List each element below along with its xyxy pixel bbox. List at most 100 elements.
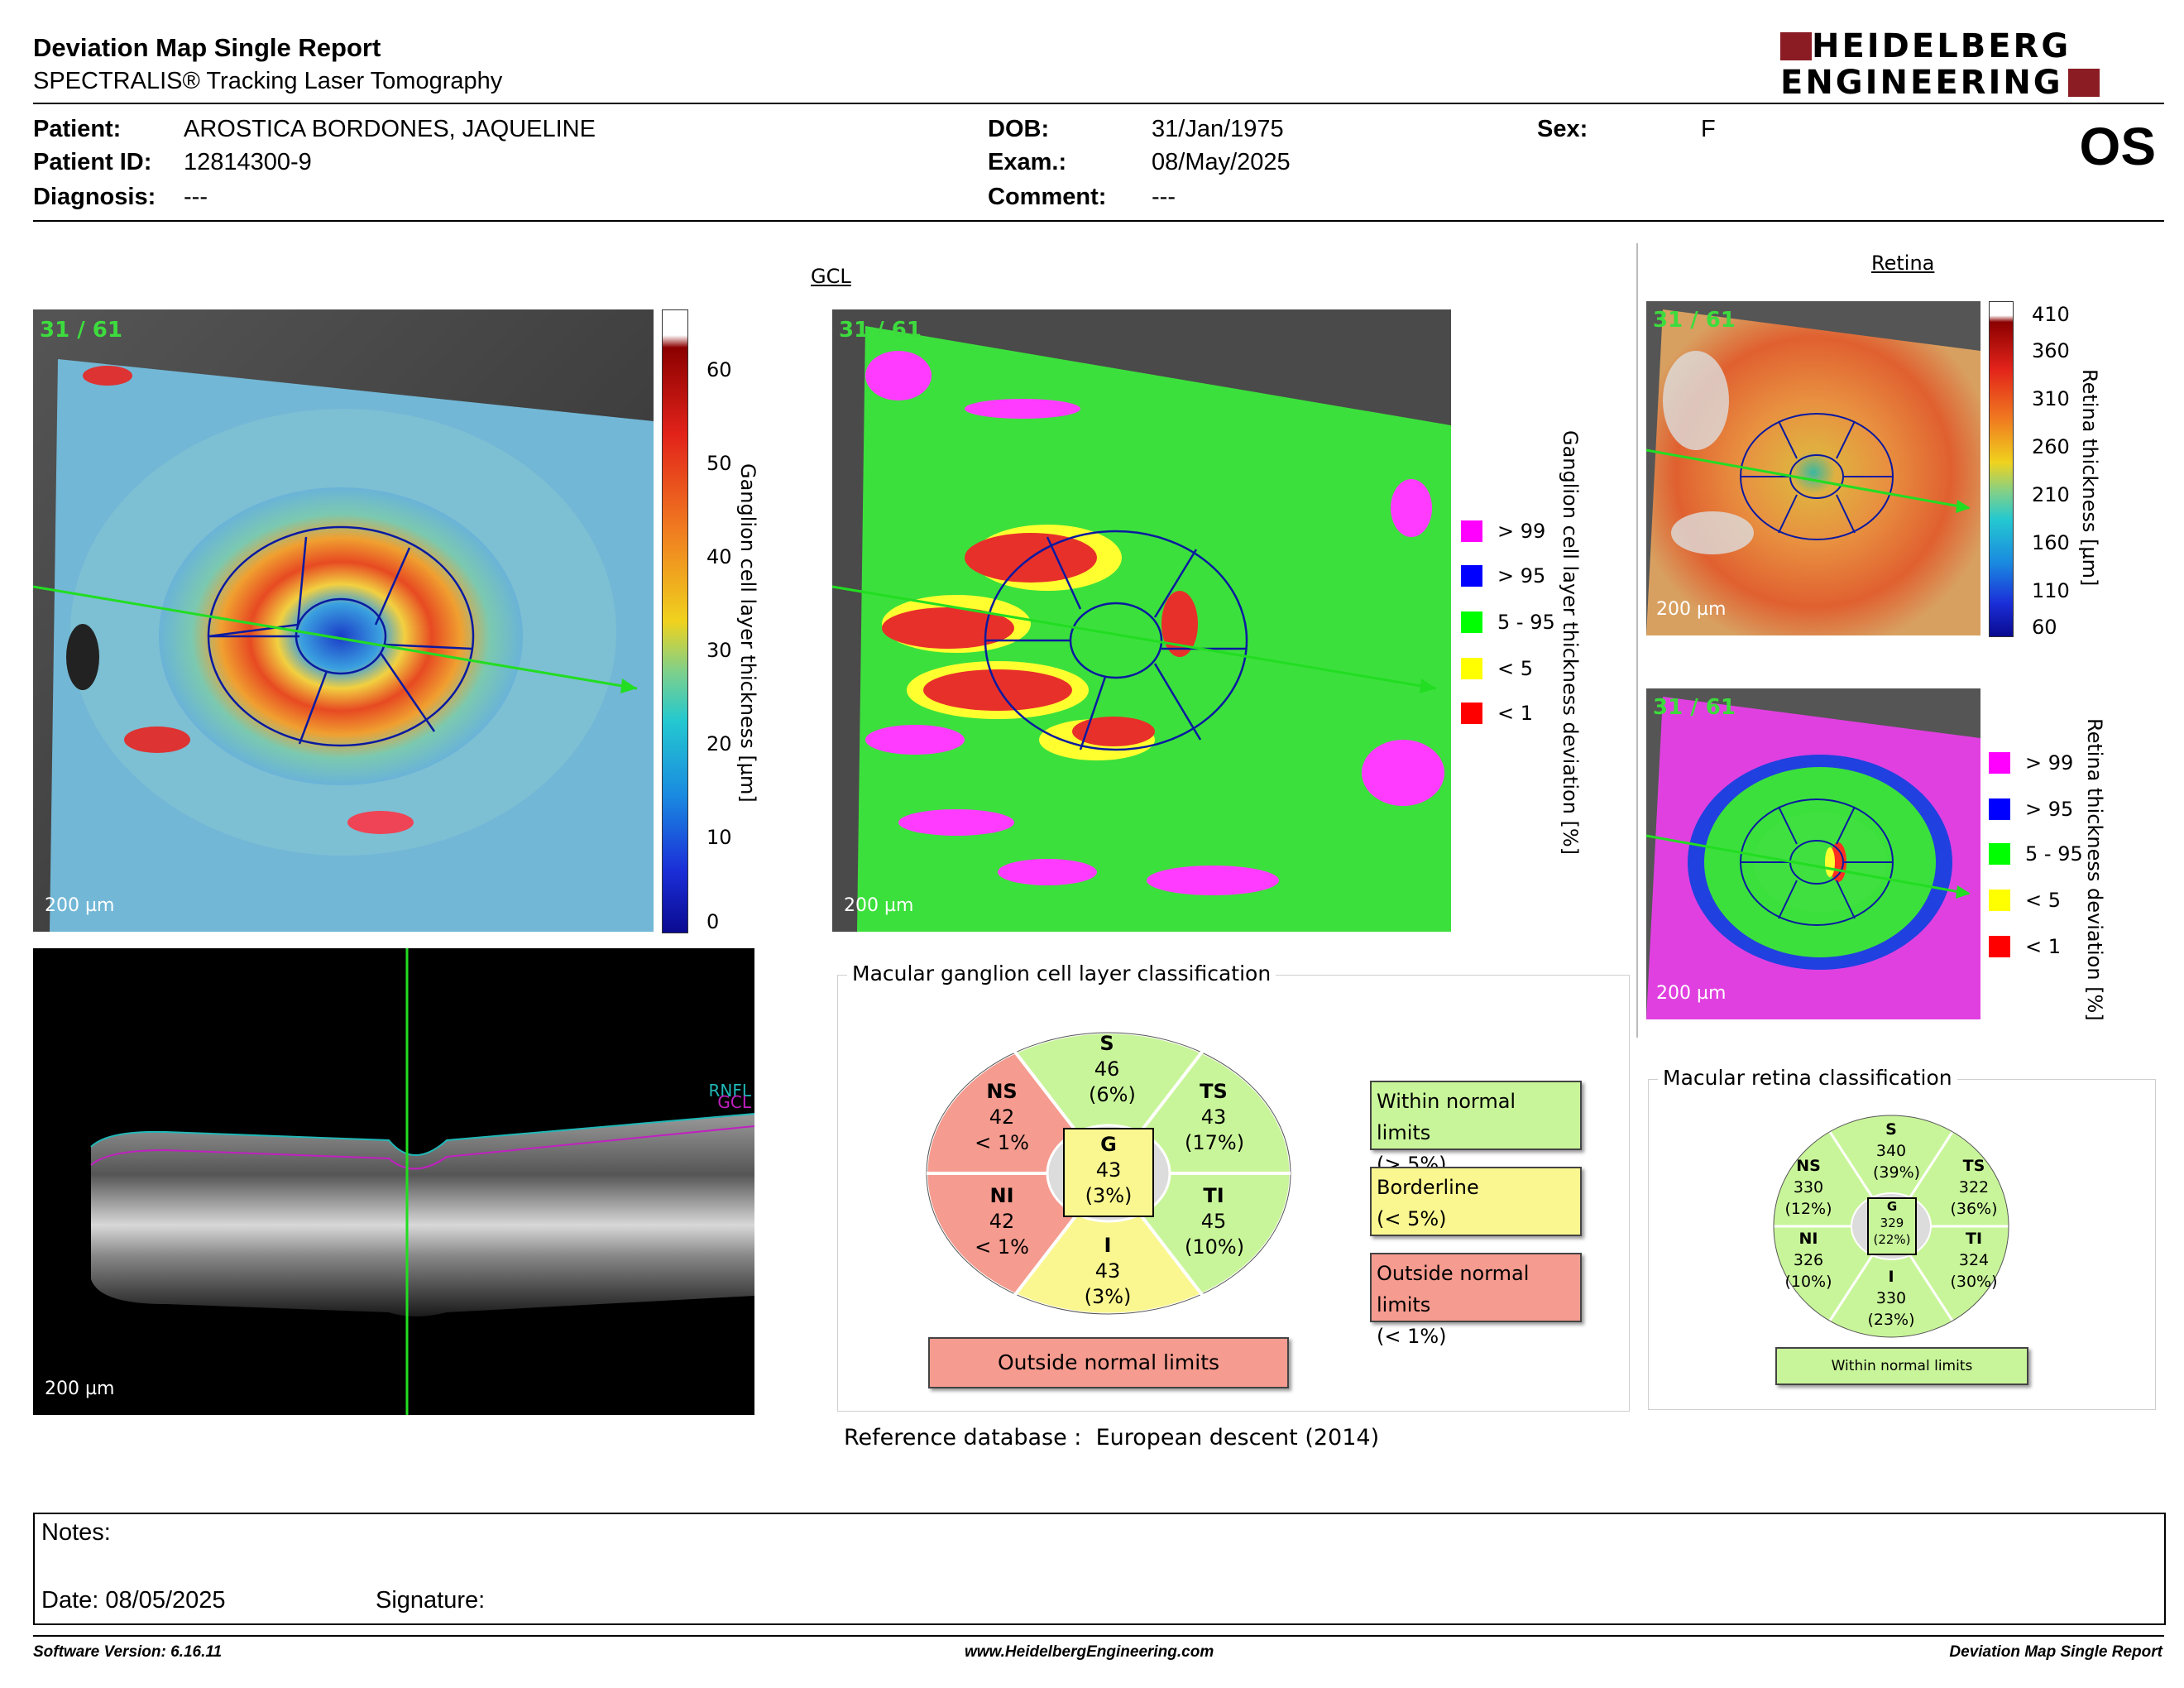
- retina-tick: 60: [2032, 616, 2057, 639]
- report-title: Deviation Map Single Report: [33, 33, 381, 62]
- sex-label: Sex:: [1537, 116, 1588, 142]
- gcl-tick: 10: [706, 826, 732, 849]
- software-version: Software Version: 6.16.11: [33, 1643, 223, 1661]
- gcl-tick: 40: [706, 545, 732, 568]
- gcl-legend-item: > 99: [1461, 520, 1545, 543]
- gcl-legend-outside: Outside normal limits (< 1%): [1370, 1253, 1582, 1348]
- gcl-result-box: Outside normal limits: [928, 1337, 1289, 1388]
- legend-swatch: [1461, 520, 1482, 542]
- diagnosis-label: Diagnosis:: [33, 184, 156, 210]
- gcl-legend-item: > 95: [1461, 564, 1545, 587]
- retina-tick: 110: [2032, 579, 2070, 602]
- gcl-dev-scale-bar: 200 µm: [844, 895, 914, 916]
- retina-sector-ni: NI 326 (10%): [1784, 1230, 1832, 1291]
- retina-legend-item: > 99: [1989, 751, 2073, 774]
- retina-sector-chart: [1773, 1115, 2009, 1338]
- retina-legend-item: < 5: [1989, 889, 2061, 912]
- date-label: Date: 08/05/2025: [41, 1587, 226, 1614]
- gcl-legend-normal: Within normal limits (> 5%): [1370, 1081, 1582, 1176]
- gcl-legend-borderline: Borderline (< 5%): [1370, 1167, 1582, 1236]
- retina-legend-item: < 1: [1989, 935, 2061, 958]
- gcl-deviation-axis-title: Ganglion cell layer thickness deviation …: [1559, 430, 1582, 856]
- retina-legend-item: > 95: [1989, 798, 2073, 821]
- report-subtitle: SPECTRALIS® Tracking Laser Tomography: [33, 68, 503, 94]
- legend-swatch: [1461, 703, 1482, 724]
- comment-value: ---: [1152, 184, 1176, 210]
- legend-label: > 99: [2025, 751, 2074, 774]
- legend-swatch: [1989, 798, 2010, 820]
- retina-tick: 360: [2032, 339, 2070, 362]
- gcl-sector-ts: TS 43 (17%): [1185, 1080, 1245, 1154]
- legend-label: 5 - 95: [2025, 842, 2083, 866]
- reference-database: Reference database : European descent (2…: [844, 1425, 1380, 1451]
- gcl-scan-label: 31 / 61: [40, 318, 122, 343]
- retina-deviation-axis-title: Retina thickness deviation [%]: [2083, 718, 2106, 1021]
- patient-divider: [33, 220, 2164, 222]
- website-link[interactable]: www.HeidelbergEngineering.com: [965, 1643, 1214, 1661]
- dob-label: DOB:: [988, 116, 1050, 142]
- retina-classification-title: Macular retina classification: [1658, 1066, 1957, 1090]
- legend-swatch: [1461, 658, 1482, 679]
- diagnosis-value: ---: [184, 184, 208, 210]
- gcl-tick: 20: [706, 732, 732, 755]
- retina-sector-ns: NS 330 (12%): [1784, 1157, 1832, 1218]
- logo-line1: HEIDELBERG: [1812, 27, 2071, 65]
- retina-sector-s: S 340 (39%): [1873, 1120, 1921, 1182]
- eye-indicator: OS: [2079, 117, 2156, 176]
- section-divider: [1636, 243, 1638, 1038]
- retina-dev-scale-bar: 200 µm: [1656, 983, 1727, 1004]
- retina-sector-i: I 330 (23%): [1867, 1268, 1915, 1329]
- gcl-sector-ti: TI 45 (10%): [1185, 1184, 1245, 1259]
- gcl-tick: 0: [706, 910, 720, 933]
- retina-section-title: Retina: [1871, 252, 1935, 275]
- dob-value: 31/Jan/1975: [1152, 116, 1284, 142]
- gcl-sector-ns: NS 42 < 1%: [975, 1080, 1029, 1154]
- retina-thickness-axis-title: Retina thickness [µm]: [2078, 369, 2101, 587]
- signature-label: Signature:: [376, 1587, 486, 1614]
- patient-label: Patient:: [33, 116, 122, 142]
- gcl-sector-s: S 46 (6%): [1089, 1032, 1136, 1106]
- retina-sector-g: G 329 (22%): [1873, 1199, 1911, 1247]
- retina-thickness-map: 31 / 61 200 µm: [1646, 301, 1980, 635]
- notes-label: Notes:: [41, 1519, 111, 1546]
- bscan-scale-bar: 200 µm: [45, 1379, 115, 1399]
- header-divider: [33, 103, 2164, 104]
- retina-tick: 310: [2032, 387, 2070, 410]
- legend-swatch: [1989, 843, 2010, 865]
- retina-dev-scan-label: 31 / 61: [1653, 695, 1736, 720]
- legend-swatch: [1989, 752, 2010, 774]
- rnfl-layer-label: RNFL: [708, 1081, 751, 1101]
- gcl-sector-g: G 43 (3%): [1085, 1133, 1133, 1207]
- gcl-sector-ni: NI 42 < 1%: [975, 1184, 1029, 1259]
- retina-legend-item: 5 - 95: [1989, 842, 2083, 866]
- retina-scan-label: 31 / 61: [1653, 308, 1736, 333]
- logo-line2: ENGINEERING: [1780, 64, 2063, 102]
- gcl-classification-title: Macular ganglion cell layer classificati…: [847, 961, 1276, 985]
- gcl-section-title: GCL: [811, 265, 851, 288]
- patient-name: AROSTICA BORDONES, JAQUELINE: [184, 116, 596, 142]
- legend-label: < 1: [1497, 702, 1534, 725]
- gcl-thickness-colorbar: [662, 309, 688, 933]
- retina-tick: 260: [2032, 435, 2070, 458]
- gcl-layer-label: GCL: [717, 1092, 751, 1112]
- gcl-legend-item: 5 - 95: [1461, 611, 1555, 634]
- gcl-scale-bar: 200 µm: [45, 895, 115, 916]
- gcl-thickness-map: 31 / 61 200 µm: [33, 309, 654, 932]
- gcl-sector-chart: [925, 1031, 1292, 1316]
- gcl-tick: 60: [706, 358, 732, 381]
- legend-label: < 5: [1497, 657, 1534, 680]
- notes-box[interactable]: Notes: Date: 08/05/2025 Signature:: [33, 1513, 2166, 1625]
- patient-id: 12814300-9: [184, 149, 312, 175]
- legend-swatch: [1989, 936, 2010, 957]
- retina-result-box: Within normal limits: [1775, 1347, 2028, 1385]
- retina-tick: 160: [2032, 531, 2070, 554]
- retina-tick: 210: [2032, 483, 2070, 506]
- legend-swatch: [1461, 611, 1482, 633]
- gcl-sector-i: I 43 (3%): [1084, 1234, 1132, 1308]
- patient-id-label: Patient ID:: [33, 149, 152, 175]
- legend-label: > 95: [1497, 564, 1546, 587]
- exam-label: Exam.:: [988, 149, 1067, 175]
- gcl-dev-scan-label: 31 / 61: [839, 318, 922, 343]
- gcl-thickness-axis-title: Ganglion cell layer thickness [µm]: [736, 463, 759, 803]
- legend-label: < 5: [2025, 889, 2062, 912]
